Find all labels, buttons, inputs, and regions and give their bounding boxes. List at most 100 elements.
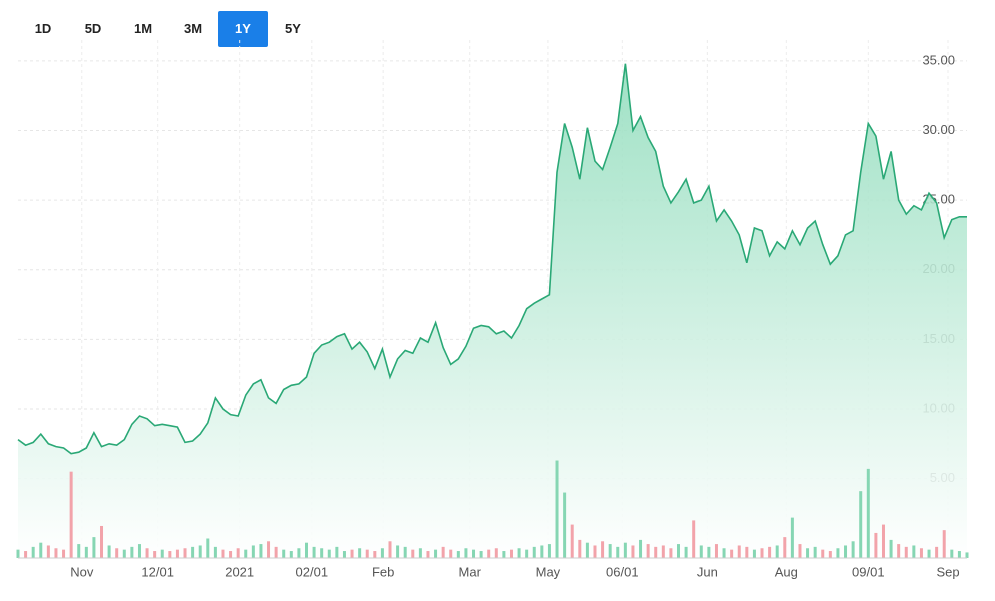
volume-bar [39,542,43,558]
volume-bar [821,549,825,558]
volume-bar [449,549,453,558]
volume-bar [221,549,225,558]
volume-bar [335,546,339,558]
x-tick-label: Sep [936,564,959,579]
volume-bar [69,471,73,558]
x-tick-label: Nov [70,564,94,579]
volume-bar [540,545,544,558]
range-button[interactable]: 5D [84,21,102,36]
volume-bar [350,549,354,558]
volume-bar [669,548,673,558]
volume-bar [881,524,885,558]
volume-bar [282,549,286,558]
volume-bar [950,549,954,558]
volume-bar [904,546,908,558]
volume-bar [775,545,779,558]
volume-bar [168,551,172,558]
volume-bar [434,549,438,558]
range-button[interactable]: 5Y [285,21,301,36]
volume-bar [388,541,392,558]
volume-bar [798,544,802,558]
volume-bar [84,546,88,558]
x-tick-label: Jun [697,564,718,579]
volume-bar [320,548,324,558]
volume-bar [684,546,688,558]
price-line [17,63,967,455]
range-button[interactable]: 1M [133,21,153,36]
x-tick-label: 12/01 [141,564,174,579]
volume-bar [472,549,476,558]
volume-bar [654,546,658,558]
volume-bar [616,546,620,558]
x-tick-label: 02/01 [296,564,329,579]
volume-bar [874,532,878,558]
volume-bar [479,551,483,558]
volume-bar [259,544,263,558]
volume-bar [828,551,832,558]
volume-bar [304,542,308,558]
range-button[interactable]: 1Y [218,11,268,47]
volume-bar [130,546,134,558]
volume-bar [935,546,939,558]
volume-bar [342,551,346,558]
x-tick-label: May [536,564,561,579]
volume-bar [889,539,893,558]
volume-bar [396,545,400,558]
volume-bar [24,551,28,558]
volume-bar [623,542,627,558]
volume-bar [942,530,946,558]
volume-bar [494,548,498,558]
volume-bar [244,549,248,558]
volume-bar [760,548,764,558]
volume-bar [897,544,901,558]
range-button[interactable]: 3M [183,21,203,36]
price-area [18,63,967,558]
volume-bar [441,546,445,558]
volume-bar [46,545,50,558]
volume-bar [137,544,141,558]
volume-bar [677,544,681,558]
volume-bar [122,549,126,558]
volume-bar [115,548,119,558]
volume-bar [790,517,794,558]
volume-bar [358,548,362,558]
volume-bar [646,544,650,558]
range-buttons: 1D 5D 1M 3M 1Y 5Y [18,11,318,47]
volume-bar [737,545,741,558]
volume-bar [912,545,916,558]
volume-bar [783,537,787,558]
range-button[interactable]: 1D [34,21,52,36]
volume-bar [919,548,923,558]
volume-bar [957,551,961,558]
x-tick-label: Aug [775,564,798,579]
y-tick-label: 30.00 [922,122,955,137]
volume-bar [517,548,521,558]
volume-bar [509,549,513,558]
volume-bar [312,546,316,558]
volume-bar [236,548,240,558]
x-tick-label: 2021 [225,564,254,579]
volume-bar [191,546,195,558]
volume-bar [487,549,491,558]
volume-bar [585,542,589,558]
volume-bar [752,549,756,558]
volume-bar [289,551,293,558]
volume-bar [965,552,969,558]
volume-bar [327,549,331,558]
volume-bar [570,524,574,558]
x-tick-label: Mar [459,564,482,579]
volume-bar [62,549,66,558]
volume-bar [593,545,597,558]
volume-bar [206,538,210,558]
volume-bar [213,546,217,558]
volume-bar [16,549,20,558]
volume-bar [365,549,369,558]
volume-bar [183,548,187,558]
volume-bar [198,545,202,558]
volume-bar [806,548,810,558]
volume-bar [730,549,734,558]
volume-bar [145,548,149,558]
volume-bar [631,545,635,558]
volume-bar [153,551,157,558]
volume-bar [525,549,529,558]
